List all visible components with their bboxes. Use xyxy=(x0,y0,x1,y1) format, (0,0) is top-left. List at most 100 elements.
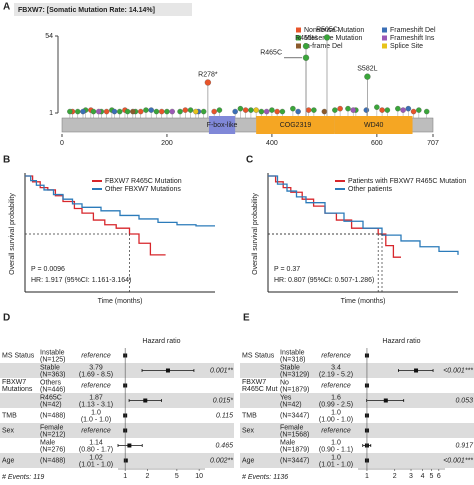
mutation-label: R505C xyxy=(316,26,338,33)
row-shade xyxy=(240,453,474,468)
lollipop-head xyxy=(111,108,118,115)
row-shade xyxy=(240,393,474,408)
x-tick-label: 3 xyxy=(409,473,413,480)
lollipop-head xyxy=(103,108,110,115)
domain xyxy=(208,116,236,134)
x-axis-label: Hazard ratio xyxy=(142,338,180,345)
hr-ci: (1.13 - 3.1) xyxy=(79,401,113,408)
n-count: (N=1568) xyxy=(280,431,309,438)
lollipop-head xyxy=(384,107,391,113)
legend-label: Frameshift Ins xyxy=(390,35,435,42)
legend-label: Frameshift Del xyxy=(390,27,436,34)
p-value: 0.001** xyxy=(210,367,233,374)
n-count: (N=488) xyxy=(40,412,65,419)
domain xyxy=(334,116,413,134)
variable-name: MS Status xyxy=(242,352,275,359)
lollipop-head xyxy=(410,108,417,115)
n-count: (N=212) xyxy=(40,431,65,438)
hr-ci: (1.01 - 1.0) xyxy=(319,461,353,468)
legend-label: Missense Mutation xyxy=(304,35,362,42)
p-value: 0.115 xyxy=(216,412,233,419)
hr-value: 1.02 xyxy=(89,454,103,461)
x-tick-label: 1 xyxy=(123,473,127,480)
hr-ci: (0.99 - 2.5) xyxy=(319,401,353,408)
domain-label: COG2319 xyxy=(280,122,312,129)
n-count: (N=318) xyxy=(280,356,305,363)
lollipop-head xyxy=(124,108,131,115)
domain xyxy=(256,116,335,134)
legend-swatch xyxy=(296,43,301,49)
hr-value: 1.0 xyxy=(91,409,101,416)
mutation-label: R465C xyxy=(260,50,282,57)
panel-label: B xyxy=(3,155,10,166)
x-tick-label: 200 xyxy=(161,140,173,147)
annotation: P = 0.0096 xyxy=(31,266,65,273)
hr-value: 1.0 xyxy=(331,409,341,416)
survival-curve xyxy=(25,175,215,227)
x-tick-label: 2 xyxy=(393,473,397,480)
x-tick-label: 4 xyxy=(421,473,425,480)
x-axis-label: Hazard ratio xyxy=(382,338,420,345)
row-shade xyxy=(0,453,234,468)
x-tick-label: 707 xyxy=(427,140,439,147)
hr-value: 1.0 xyxy=(331,439,341,446)
y-axis-label: Overall survival probability xyxy=(252,193,259,275)
n-count: (N=363) xyxy=(40,371,65,378)
n-count: (N=3447) xyxy=(280,457,309,464)
lollipop-head xyxy=(321,108,328,115)
hr-marker xyxy=(414,368,419,373)
lollipop-head xyxy=(279,108,286,115)
lollipop-head xyxy=(90,108,97,115)
legend-label: Splice Site xyxy=(390,43,423,50)
n-count: (N=42) xyxy=(280,401,302,408)
annotation: P = 0.37 xyxy=(274,266,300,273)
legend-swatch xyxy=(296,35,301,41)
level: Yes xyxy=(280,394,292,401)
lollipop-head xyxy=(67,108,73,115)
lollipop-head xyxy=(158,108,165,115)
hr-ci: (2.19 - 5.2) xyxy=(319,371,353,378)
level: Instable xyxy=(40,349,65,356)
p-value: 0.053 xyxy=(455,397,473,404)
panel-label: C xyxy=(246,155,253,166)
lollipop-head xyxy=(302,54,310,61)
hr-marker xyxy=(143,398,148,403)
mutation-label: S582L xyxy=(357,66,377,73)
lollipop-head xyxy=(405,105,412,112)
level: Others xyxy=(40,379,62,386)
hr-marker xyxy=(127,443,132,448)
lollipop-head xyxy=(153,108,160,115)
hr-value: 1.87 xyxy=(89,394,103,401)
p-value: 0.015* xyxy=(213,397,234,404)
lollipop-head xyxy=(116,108,123,115)
p-value: 0.002** xyxy=(210,457,233,464)
hr-value: 1.0 xyxy=(331,454,341,461)
lollipop-head xyxy=(130,108,136,115)
hr-value: reference xyxy=(321,382,351,389)
lollipop-head xyxy=(374,104,380,110)
hr-value: reference xyxy=(321,427,351,434)
lollipop-head xyxy=(290,105,296,112)
n-count: (N=125) xyxy=(40,356,65,363)
lollipop-head xyxy=(74,108,81,115)
events: # Events: 119 xyxy=(2,474,44,481)
lollipop-head xyxy=(211,108,217,115)
x-tick-label: 5 xyxy=(175,473,179,480)
annotation: HR: 1.917 (95%CI: 1.161-3.164) xyxy=(31,277,131,284)
lollipop-head xyxy=(345,105,351,112)
lollipop-head xyxy=(187,107,194,113)
legend-label: Patients with FBXW7 R465C Mutation xyxy=(348,178,466,185)
n-count: (N=1879) xyxy=(280,386,309,393)
x-tick-label: 2 xyxy=(145,473,149,480)
mutation-label: R278* xyxy=(198,71,218,78)
hr-ci: (1.69 - 8.5) xyxy=(79,371,113,378)
hr-value: reference xyxy=(81,427,111,434)
lollipop-head xyxy=(363,107,370,113)
hr-ci: (1.0 - 1.0) xyxy=(81,416,111,423)
x-axis-label: Time (months) xyxy=(98,298,143,305)
lollipop-head xyxy=(302,43,310,50)
lollipop-head xyxy=(323,34,331,41)
row-shade xyxy=(240,423,474,438)
x-tick-label: 0 xyxy=(60,140,64,147)
